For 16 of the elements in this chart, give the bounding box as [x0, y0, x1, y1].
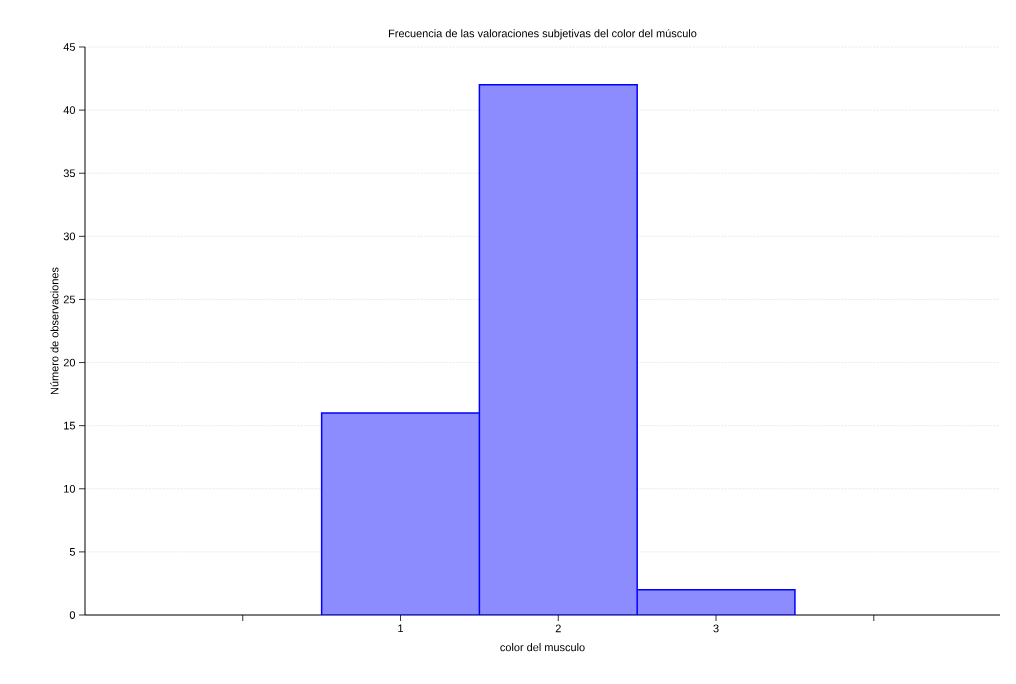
x-axis-title: color del musculo [500, 643, 585, 652]
x-tick-label: 2 [555, 624, 561, 633]
y-tick-label: 45 [63, 43, 76, 51]
y-tick-label: 20 [63, 358, 76, 367]
chart-title: Frecuencia de las valoraciones subjetivas del color del músculo [388, 29, 697, 40]
y-tick-label: 25 [63, 295, 76, 304]
x-tick-label: 3 [713, 624, 719, 633]
x-tick-label: 1 [398, 624, 404, 633]
y-tick-label: 40 [63, 106, 76, 114]
y-tick-label: 5 [69, 548, 76, 556]
y-tick-label: 0 [69, 611, 76, 619]
y-tick-label: 15 [64, 421, 76, 430]
y-tick-label: 10 [64, 484, 76, 493]
y-tick-label: 30 [63, 232, 76, 241]
y-axis-title: Número de observaciones [50, 267, 59, 395]
y-tick-label: 35 [63, 169, 76, 178]
